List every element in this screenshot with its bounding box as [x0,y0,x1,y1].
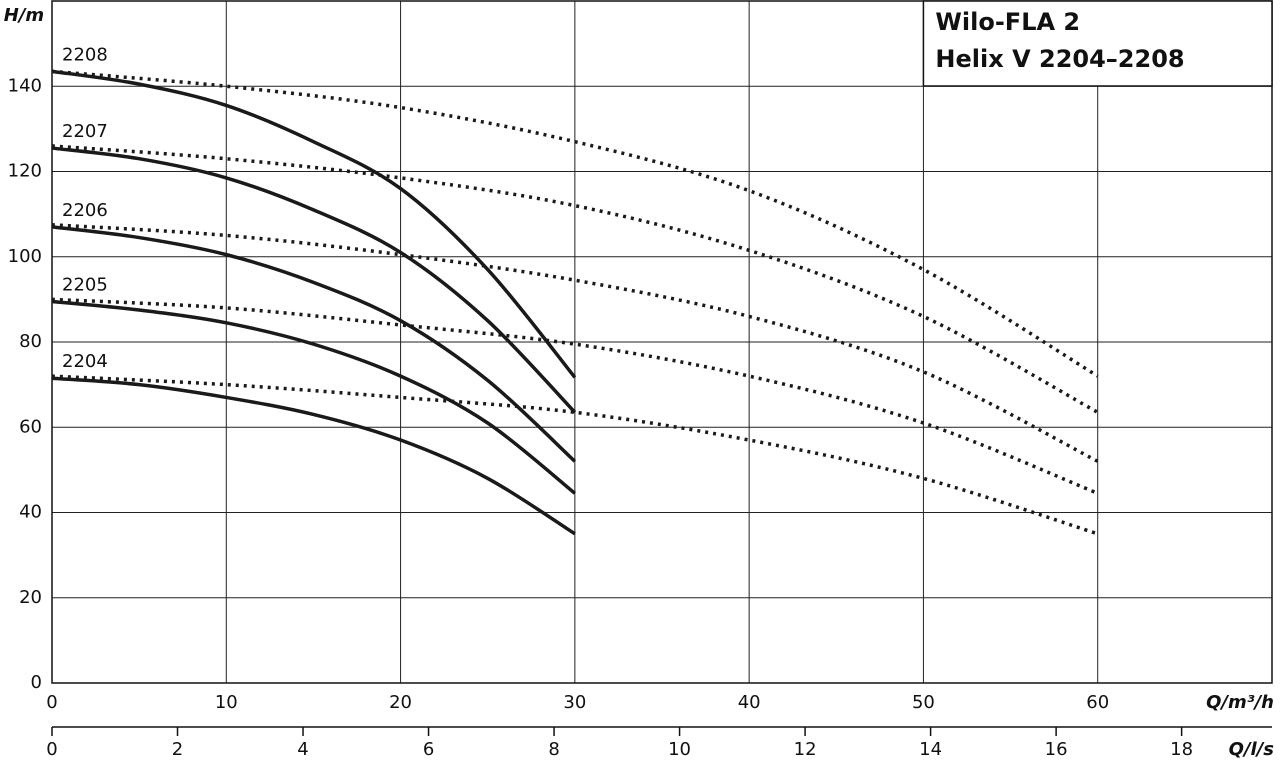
x2-tick-label: 2 [172,739,183,760]
title-box [922,0,1273,87]
series-label: 2208 [62,44,108,65]
x-tick-label: 30 [563,692,586,713]
x-tick-label: 0 [46,692,57,713]
extended-curve [51,297,1099,495]
x2-tick-label: 4 [297,739,308,760]
x2-tick-label: 8 [548,739,559,760]
y-tick-label: 0 [31,672,42,693]
chart-title: Wilo-FLA 2 [935,8,1080,36]
x2-axis-label: Q/l/s [1229,739,1275,760]
pump-curve [51,376,576,536]
x2-tick-label: 16 [1045,739,1068,760]
x-axis-label: Q/m³/h [1206,692,1274,713]
plot-frame [51,0,1273,684]
y-tick-label: 40 [19,502,42,523]
x-tick-label: 50 [912,692,935,713]
series-label: 2206 [62,200,108,221]
pump-curve [51,299,576,495]
x2-tick-label: 12 [794,739,817,760]
y-axis-label: H/m [4,5,44,26]
x2-tick-label: 0 [46,739,57,760]
pump-curve [51,69,577,379]
extended-curve [51,69,1099,378]
x-tick-label: 60 [1086,692,1109,713]
x-tick-label: 10 [215,692,238,713]
x2-tick-label: 6 [423,739,434,760]
series-label: 2204 [62,351,108,372]
chart-subtitle: Helix V 2204–2208 [935,45,1184,73]
series-label: 2207 [62,121,108,142]
x-tick-label: 20 [389,692,412,713]
x2-tick-label: 14 [919,739,942,760]
y-tick-label: 100 [8,246,42,267]
series-label: 2205 [62,275,108,296]
pump-curve [51,146,577,414]
pump-curve [51,225,577,463]
y-tick-label: 120 [8,161,42,182]
y-tick-label: 80 [19,331,42,352]
x2-tick-label: 18 [1170,739,1193,760]
y-tick-label: 20 [19,587,42,608]
x-tick-label: 40 [738,692,761,713]
y-tick-label: 140 [8,75,42,96]
x2-tick-label: 10 [668,739,691,760]
y-tick-label: 60 [19,416,42,437]
